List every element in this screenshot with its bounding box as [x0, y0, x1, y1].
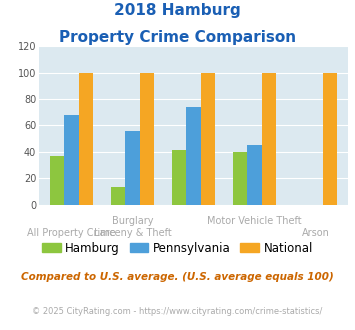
Bar: [172, 150, 186, 205]
Bar: [262, 73, 276, 205]
Bar: [78, 73, 93, 205]
Legend: Hamburg, Pennsylvania, National: Hamburg, Pennsylvania, National: [37, 237, 318, 259]
Bar: [201, 73, 215, 205]
Text: Burglary: Burglary: [112, 216, 153, 226]
Text: All Property Crime: All Property Crime: [27, 228, 116, 238]
Text: Larceny & Theft: Larceny & Theft: [94, 228, 171, 238]
Bar: [140, 73, 154, 205]
Bar: [111, 187, 125, 205]
Text: Property Crime Comparison: Property Crime Comparison: [59, 30, 296, 45]
Text: Compared to U.S. average. (U.S. average equals 100): Compared to U.S. average. (U.S. average …: [21, 272, 334, 282]
Bar: [186, 107, 201, 205]
Bar: [125, 131, 140, 205]
Text: Motor Vehicle Theft: Motor Vehicle Theft: [207, 216, 302, 226]
Bar: [64, 115, 78, 205]
Bar: [50, 156, 64, 205]
Bar: [233, 152, 247, 205]
Text: © 2025 CityRating.com - https://www.cityrating.com/crime-statistics/: © 2025 CityRating.com - https://www.city…: [32, 307, 323, 316]
Bar: [323, 73, 337, 205]
Text: Arson: Arson: [302, 228, 329, 238]
Text: 2018 Hamburg: 2018 Hamburg: [114, 3, 241, 18]
Bar: [247, 145, 262, 205]
